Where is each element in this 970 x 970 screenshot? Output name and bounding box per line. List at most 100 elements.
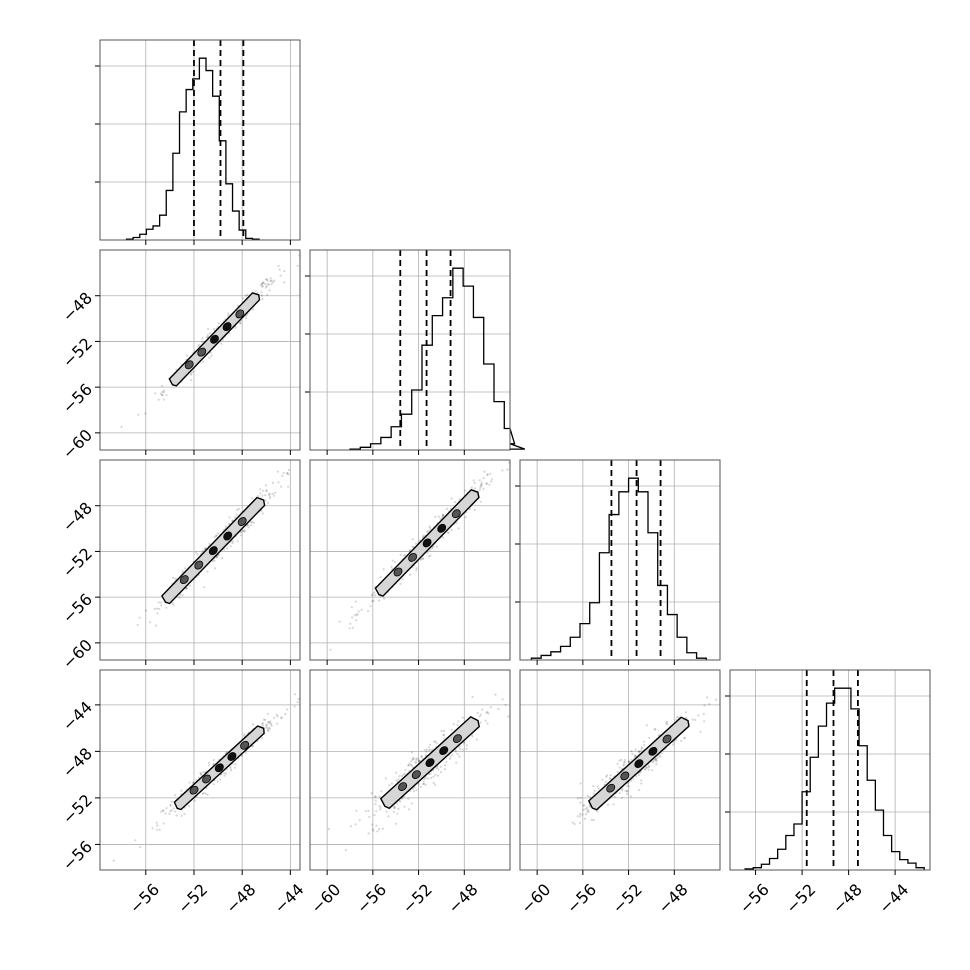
scatter-point [473, 481, 476, 485]
scatter-point [348, 627, 351, 630]
scatter-point [447, 531, 450, 535]
scatter-point [603, 783, 606, 786]
scatter-point [397, 778, 400, 781]
scatter-point [640, 782, 643, 785]
scatter-point [372, 829, 375, 832]
histogram-panel-p1 [305, 249, 526, 451]
scatter-point [286, 472, 289, 475]
scatter-point [204, 792, 207, 795]
scatter-point [471, 735, 474, 738]
scatter-point [225, 547, 228, 550]
scatter-point [211, 559, 215, 563]
scatter-point [235, 513, 238, 516]
scatter-point [264, 499, 267, 502]
scatter-point [376, 830, 379, 833]
scatter-point [355, 613, 358, 616]
scatter-point [399, 553, 402, 556]
scatter-point [582, 804, 585, 807]
scatter-point [136, 623, 139, 627]
scatter-point [268, 492, 271, 495]
scatter-point [432, 775, 435, 778]
scatter-panel-p0-p2 [99, 459, 301, 661]
scatter-point [680, 739, 683, 743]
scatter-point [453, 501, 457, 504]
scatter-point [216, 532, 219, 535]
scatter-point [338, 620, 341, 623]
scatter-point [415, 758, 418, 762]
scatter-point [266, 501, 269, 504]
scatter-point [219, 778, 222, 781]
scatter-area [112, 693, 300, 862]
scatter-point [374, 795, 377, 798]
scatter-point [387, 815, 390, 818]
panel-frame [519, 459, 721, 661]
scatter-point [630, 750, 633, 753]
scatter-point [683, 736, 687, 739]
scatter-point [593, 789, 596, 793]
scatter-point [586, 810, 589, 813]
scatter-point [665, 720, 669, 724]
scatter-point [242, 297, 245, 300]
scatter-point [233, 516, 236, 519]
scatter-point [395, 771, 398, 774]
scatter-point [482, 476, 485, 480]
scatter-point [212, 327, 216, 330]
scatter-point [265, 724, 269, 727]
scatter-point [169, 804, 172, 808]
scatter-point [265, 278, 268, 281]
scatter-point [379, 576, 382, 579]
scatter-point [378, 795, 381, 798]
scatter-point [194, 551, 198, 554]
scatter-point [203, 586, 206, 589]
scatter-point [265, 285, 268, 288]
scatter-point [269, 720, 272, 723]
contour-inner-blob [184, 360, 194, 370]
scatter-point [396, 802, 399, 805]
scatter-point [627, 760, 631, 763]
scatter-point [592, 792, 595, 795]
scatter-point [428, 743, 432, 746]
scatter-point [283, 270, 286, 273]
scatter-point [625, 789, 629, 792]
scatter-point [210, 354, 213, 357]
scatter-point [465, 747, 468, 750]
scatter-point [201, 337, 204, 340]
scatter-point [201, 340, 204, 343]
scatter-point [244, 294, 247, 297]
scatter-point [399, 582, 402, 586]
scatter-point [162, 398, 166, 401]
scatter-point [586, 808, 590, 812]
scatter-point [254, 290, 257, 293]
scatter-point [112, 859, 115, 862]
scatter-point [190, 372, 193, 375]
scatter-point [412, 787, 415, 791]
scatter-point [165, 807, 168, 810]
x-tick-label: −44 [270, 880, 307, 917]
scatter-point [207, 761, 210, 764]
contour-inner-blob [240, 740, 250, 750]
scatter-point [160, 601, 163, 604]
scatter-point [666, 723, 669, 726]
scatter-point [412, 756, 415, 760]
scatter-point [486, 711, 489, 714]
scatter-point [149, 621, 152, 624]
scatter-point [479, 721, 482, 724]
scatter-point [261, 494, 264, 497]
scatter-point [272, 281, 275, 284]
scatter-point [270, 279, 273, 282]
scatter-point [257, 495, 260, 498]
scatter-point [626, 784, 629, 788]
scatter-point [161, 390, 164, 394]
scatter-point [450, 497, 453, 500]
scatter-point [395, 822, 398, 825]
contour-inner-blob [620, 771, 630, 781]
scatter-point [434, 773, 437, 776]
scatter-point [388, 784, 391, 787]
scatter-point [408, 762, 411, 765]
scatter-point [285, 472, 289, 475]
histogram-step-p1 [349, 267, 526, 450]
scatter-point [398, 775, 401, 778]
scatter-point [260, 291, 263, 294]
scatter-point [511, 459, 513, 461]
scatter-point [407, 764, 410, 767]
